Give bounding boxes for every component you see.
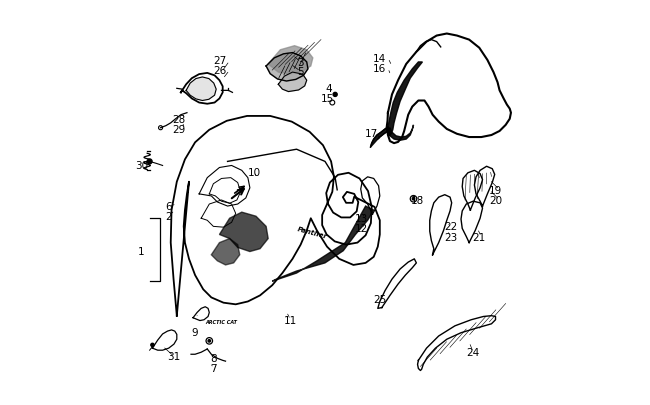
Polygon shape: [474, 167, 495, 207]
Circle shape: [208, 340, 211, 342]
Text: 27: 27: [213, 56, 226, 66]
Polygon shape: [430, 195, 452, 255]
Polygon shape: [387, 63, 422, 136]
Text: 8: 8: [210, 354, 216, 363]
Polygon shape: [211, 239, 240, 265]
Text: 22: 22: [444, 222, 458, 232]
Circle shape: [412, 198, 415, 200]
Text: 30: 30: [135, 161, 148, 171]
Text: 23: 23: [444, 232, 458, 242]
Polygon shape: [181, 74, 223, 104]
Polygon shape: [388, 126, 413, 141]
Text: 11: 11: [284, 315, 297, 325]
Text: ARCTIC CAT: ARCTIC CAT: [205, 320, 237, 324]
Text: 19: 19: [489, 185, 502, 195]
Polygon shape: [268, 47, 313, 75]
Text: 24: 24: [467, 347, 480, 357]
Text: Panther: Panther: [297, 226, 328, 240]
Circle shape: [206, 338, 213, 344]
Text: 12: 12: [355, 224, 368, 234]
Polygon shape: [220, 213, 268, 252]
Polygon shape: [361, 177, 380, 215]
Polygon shape: [461, 202, 482, 243]
Text: 25: 25: [373, 295, 387, 305]
Polygon shape: [417, 316, 495, 371]
Text: 21: 21: [473, 232, 486, 242]
Circle shape: [410, 196, 417, 202]
Text: 17: 17: [365, 129, 378, 139]
Circle shape: [151, 343, 154, 347]
Polygon shape: [199, 166, 250, 207]
Polygon shape: [378, 259, 417, 309]
Text: 10: 10: [248, 167, 261, 177]
Text: 13: 13: [355, 214, 368, 224]
Text: 18: 18: [411, 196, 424, 205]
Polygon shape: [387, 34, 511, 144]
Polygon shape: [266, 53, 308, 82]
Polygon shape: [193, 307, 209, 321]
Text: 4: 4: [326, 84, 332, 94]
Text: 9: 9: [191, 327, 198, 337]
Circle shape: [147, 160, 152, 164]
Text: 14: 14: [373, 54, 387, 64]
Text: 6: 6: [165, 202, 172, 211]
Text: 7: 7: [210, 364, 216, 373]
Text: 16: 16: [373, 64, 387, 74]
Text: 29: 29: [172, 125, 185, 134]
Polygon shape: [370, 128, 388, 148]
Polygon shape: [462, 171, 482, 211]
Polygon shape: [186, 78, 216, 101]
Text: 2: 2: [165, 212, 172, 222]
Text: 5: 5: [297, 67, 304, 77]
Polygon shape: [153, 330, 177, 350]
Text: 3: 3: [297, 58, 304, 68]
Polygon shape: [278, 73, 307, 92]
Polygon shape: [171, 117, 380, 316]
Text: 26: 26: [213, 66, 226, 76]
Circle shape: [330, 101, 335, 106]
Text: 28: 28: [172, 115, 185, 124]
Text: 15: 15: [320, 94, 333, 104]
Circle shape: [333, 93, 337, 97]
Text: 20: 20: [489, 196, 502, 205]
Text: 1: 1: [138, 246, 145, 256]
Polygon shape: [272, 207, 374, 281]
Text: 31: 31: [167, 352, 181, 361]
